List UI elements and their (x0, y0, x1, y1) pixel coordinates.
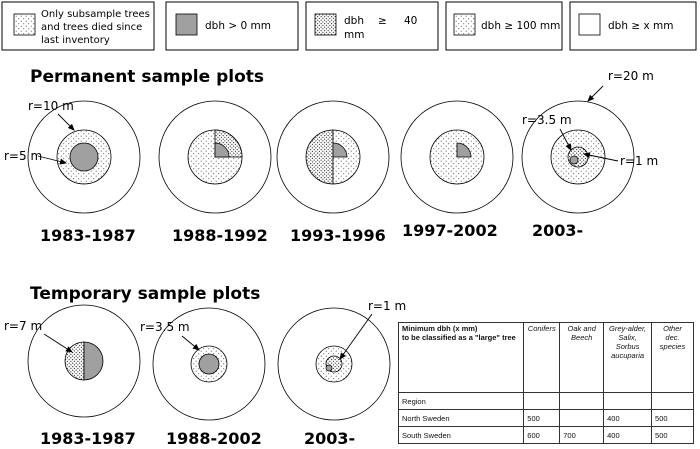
temporary-title: Temporary sample plots (30, 284, 260, 304)
table-header-line-1: Minimum dbh (x mm) (402, 324, 478, 333)
label-r7: r=7 m (4, 319, 42, 333)
label-r3-5: r=3.5 m (522, 113, 572, 127)
label-temp-r1: r=1 m (368, 299, 406, 313)
column-conifers: Conifers (523, 322, 561, 393)
table-header-caption: Minimum dbh (x mm) to be classified as a… (397, 322, 525, 393)
label-r20: r=20 m (608, 69, 654, 83)
legend-label-dbh-x: dbh ≥ x mm (608, 20, 673, 32)
legend-item-dbh-100: dbh ≥ 100 mm (445, 1, 563, 51)
table-header-line-2: to be classified as a "large" tree (402, 333, 516, 342)
permanent-year-1: 1983-1987 (40, 226, 136, 245)
permanent-plot-1988-1992 (158, 100, 272, 214)
permanent-year-5: 2003- (532, 221, 583, 240)
permanent-title: Permanent sample plots (30, 67, 264, 87)
legend-item-dbh-x: dbh ≥ x mm (569, 1, 697, 51)
legend: Only subsample trees and trees died sinc… (1, 1, 697, 51)
permanent-year-2: 1988-1992 (172, 226, 268, 245)
cell-south-grey-alder: 400 (603, 426, 653, 444)
cell-north-other: 500 (651, 409, 694, 427)
temporary-year-2: 1988-2002 (166, 429, 262, 448)
row-region-north: North Sweden (397, 409, 525, 427)
permanent-plot-1997-2002 (400, 100, 514, 214)
cell-north-oak-beech (559, 409, 605, 427)
region-label: Region (397, 392, 525, 410)
label-r5: r=5 m (4, 149, 42, 163)
label-temp-r3-5: r=3.5 m (140, 320, 190, 334)
permanent-plot-1983-1987 (27, 100, 141, 214)
arrow-r20 (587, 85, 604, 102)
legend-label-dbh-40: dbh ≥ 40 mm (344, 15, 421, 41)
row-region-south: South Sweden (397, 426, 525, 444)
arrow-temp-r1 (339, 313, 373, 360)
permanent-plot-2003 (521, 100, 635, 214)
cell-south-oak-beech: 700 (559, 426, 605, 444)
temporary-plot-1988-2002 (152, 307, 266, 421)
legend-label-subsample: Only subsample trees and trees died sinc… (41, 9, 153, 46)
temporary-year-1: 1983-1987 (40, 429, 136, 448)
permanent-year-3: 1993-1996 (290, 226, 386, 245)
cell-north-conifers: 500 (523, 409, 561, 427)
arrow-r7 (43, 333, 73, 353)
legend-item-dbh-40: dbh ≥ 40 mm (305, 1, 439, 51)
arrow-r5 (37, 155, 67, 165)
cell-north-grey-alder: 400 (603, 409, 653, 427)
temporary-plot-1983-1987 (27, 304, 141, 418)
arrow-r3-5 (559, 128, 572, 151)
label-r10: r=10 m (28, 99, 74, 113)
legend-item-dbh-0: dbh > 0 mm (165, 1, 299, 51)
permanent-year-4: 1997-2002 (402, 221, 498, 240)
column-oak-beech: Oak and Beech (559, 322, 605, 393)
legend-item-subsample: Only subsample trees and trees died sinc… (1, 1, 155, 51)
permanent-plot-1993-1996 (276, 100, 390, 214)
temporary-year-3: 2003- (304, 429, 355, 448)
cell-south-other: 500 (651, 426, 694, 444)
legend-label-dbh-100: dbh ≥ 100 mm (481, 20, 560, 32)
arrow-temp-r3-5 (181, 335, 200, 351)
minimum-dbh-table: Minimum dbh (x mm) to be classified as a… (397, 322, 694, 444)
legend-label-dbh-0: dbh > 0 mm (205, 20, 271, 32)
column-grey-alder: Grey-alder, Salix, Sorbus aucuparia (603, 322, 653, 393)
arrow-r1 (583, 152, 619, 162)
arrow-r10 (57, 113, 75, 131)
cell-south-conifers: 600 (523, 426, 561, 444)
column-other-deciduous: Other dec. species (651, 322, 694, 393)
temporary-plot-2003 (277, 307, 391, 421)
label-r1: r=1 m (620, 154, 658, 168)
